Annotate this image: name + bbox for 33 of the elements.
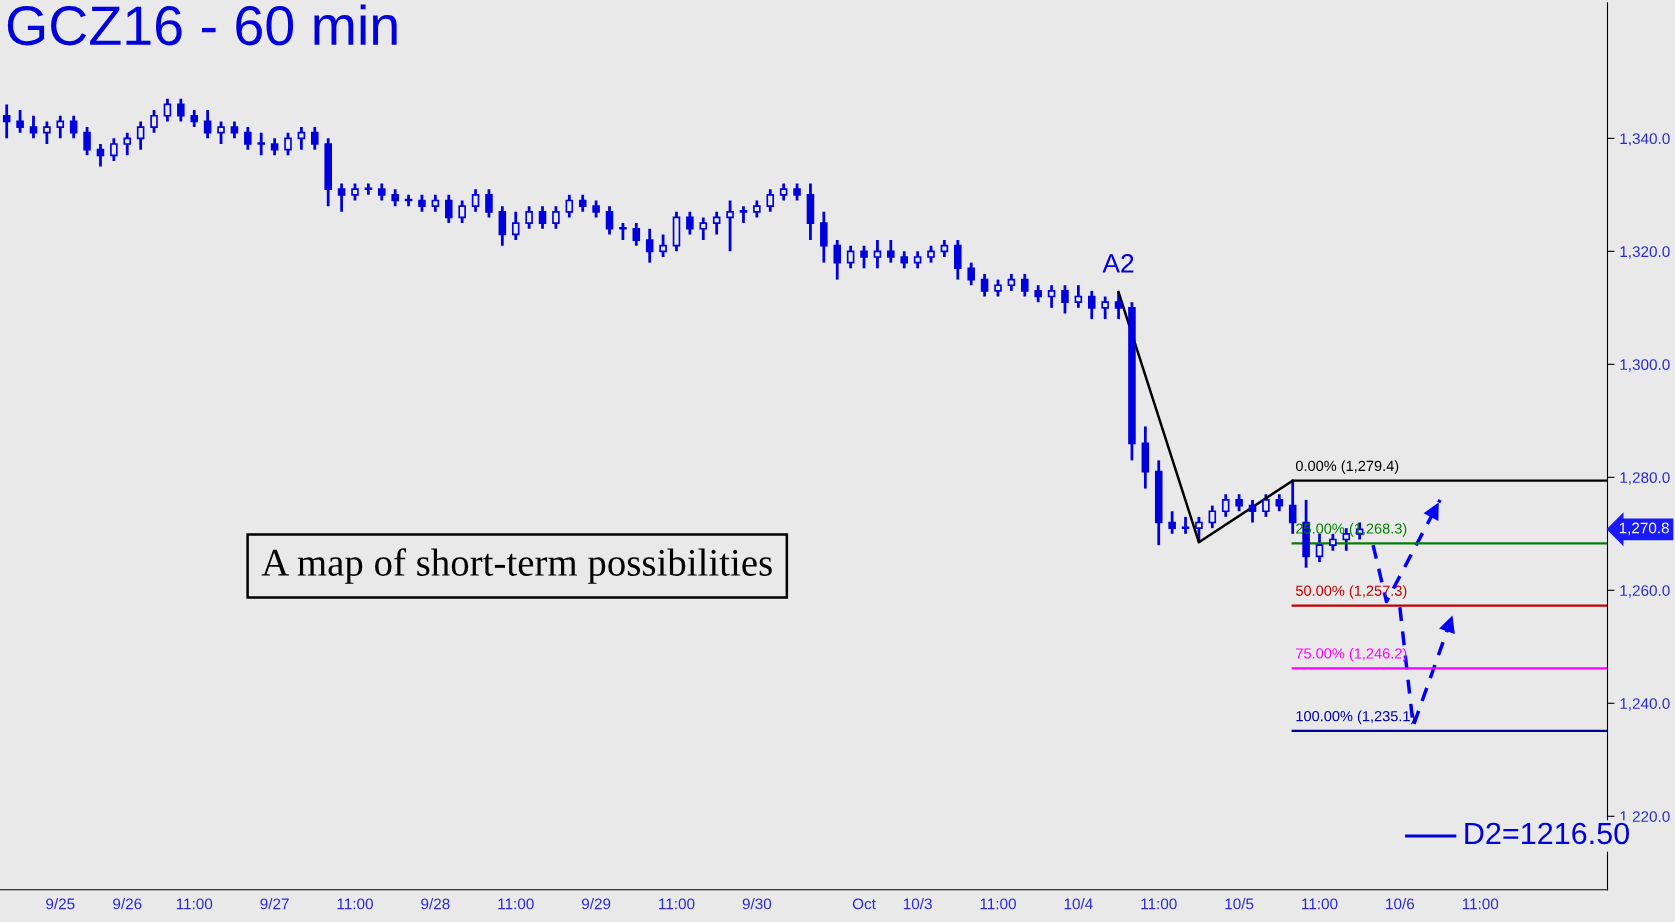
y-tick-label: 1,280.0	[1620, 472, 1670, 485]
x-tick-label: 10/4	[1064, 898, 1093, 910]
x-tick-label: 9/26	[113, 898, 142, 910]
annotation: A2	[1102, 253, 1134, 273]
ref-line-label: 50.00% (1,257.3)	[1295, 585, 1407, 599]
y-tick-label: 1,240.0	[1620, 698, 1670, 711]
y-tick-label: 1,260.0	[1620, 585, 1670, 598]
x-tick-label: 11:00	[498, 898, 534, 910]
x-tick-label: 9/28	[421, 898, 450, 910]
text: 1,270.8	[1619, 522, 1669, 536]
x-tick-label: 10/5	[1225, 898, 1254, 910]
y-tick-label: 1,340.0	[1620, 133, 1670, 146]
ref-line-label: 0.00% (1,279.4)	[1295, 460, 1399, 474]
y-tick-label: 1,320.0	[1620, 246, 1670, 259]
chart-title: GCZ16 - 60 min	[7, 4, 397, 46]
x-tick-label: 10/6	[1386, 898, 1415, 910]
x-tick-label: 11:00	[980, 898, 1016, 910]
x-tick-label: 9/25	[46, 898, 75, 910]
x-tick-label: 11:00	[659, 898, 695, 910]
x-tick-label: 11:00	[1302, 898, 1338, 910]
y-tick-label: 1,300.0	[1620, 359, 1670, 372]
x-tick-label: 9/27	[260, 898, 289, 910]
x-tick-label: 9/30	[742, 898, 772, 910]
x-tick-label: 11:00	[1141, 898, 1177, 910]
x-tick-label: Oct	[852, 898, 876, 910]
x-tick-label: 11:00	[1462, 898, 1499, 910]
x-tick-label: 10/3	[903, 898, 932, 910]
x-tick-label: 9/29	[581, 898, 611, 910]
annotation: A map of short-term possibilities	[261, 548, 772, 584]
ref-line-label: D2=1216.50	[1465, 822, 1629, 845]
ref-line-label: 75.00% (1,246.2)	[1296, 647, 1407, 662]
x-tick-label: 11:00	[176, 898, 213, 910]
x-tick-label: 11:00	[337, 898, 373, 910]
